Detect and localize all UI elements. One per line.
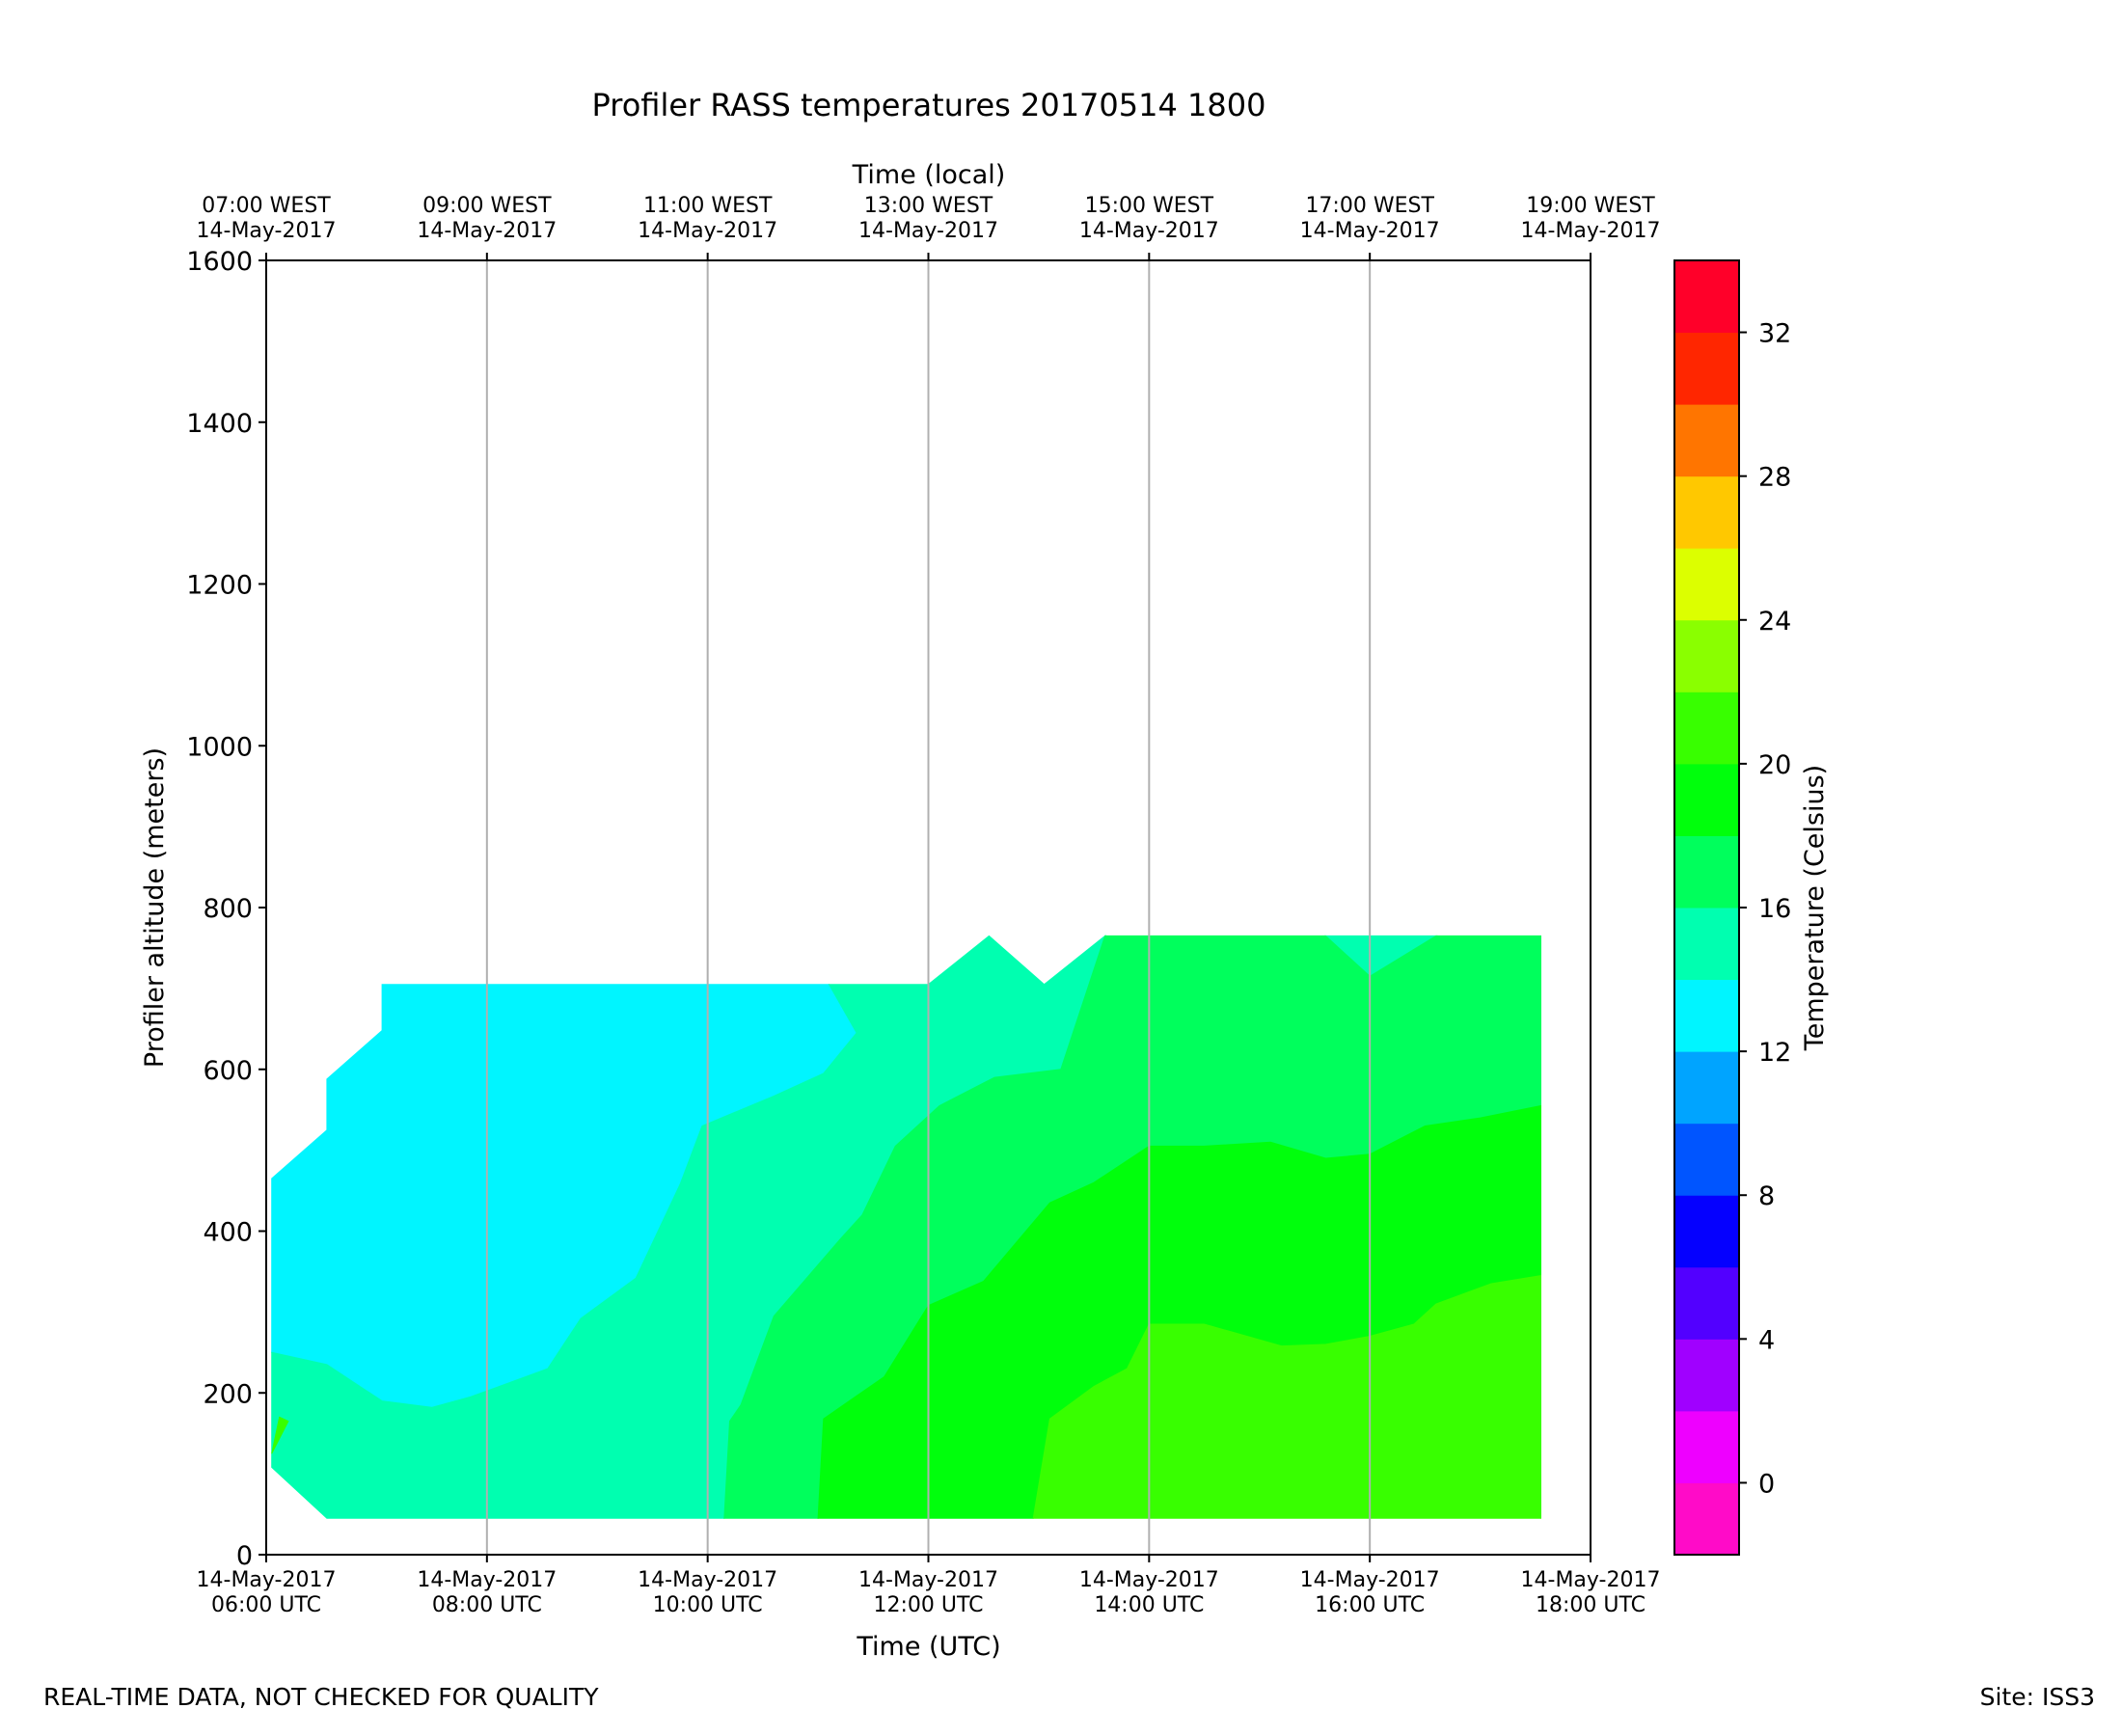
y-tick-label: 800	[203, 894, 253, 924]
x2-tick-time: 17:00 WEST	[1305, 194, 1434, 218]
colorbar-swatch	[1674, 332, 1739, 405]
x-tick-time: 18:00 UTC	[1536, 1593, 1646, 1617]
colorbar-swatch	[1674, 692, 1739, 765]
x2-tick-date: 14-May-2017	[638, 219, 777, 243]
x2-tick-date: 14-May-2017	[197, 219, 337, 243]
colorbar-tick-label: 24	[1758, 607, 1791, 637]
x2-tick-date: 14-May-2017	[417, 219, 557, 243]
x2-tick-date: 14-May-2017	[1300, 219, 1440, 243]
x2-tick-time: 09:00 WEST	[422, 194, 552, 218]
colorbar-title: Temperature (Celsius)	[1800, 765, 1830, 1051]
x2-tick-date: 14-May-2017	[1521, 219, 1661, 243]
x2-tick-date: 14-May-2017	[1079, 219, 1219, 243]
x2-axis-title: Time (local)	[852, 160, 1006, 190]
x-tick-date: 14-May-2017	[1521, 1568, 1661, 1592]
y-tick-label: 1000	[186, 732, 253, 762]
colorbar-tick-label: 32	[1758, 319, 1791, 349]
x2-tick-time: 11:00 WEST	[643, 194, 773, 218]
colorbar-swatch	[1674, 1339, 1739, 1412]
quality-disclaimer: REAL-TIME DATA, NOT CHECKED FOR QUALITY	[43, 1683, 599, 1711]
x-tick-date: 14-May-2017	[638, 1568, 777, 1592]
x-tick-date: 14-May-2017	[197, 1568, 337, 1592]
colorbar-swatch	[1674, 979, 1739, 1052]
y-tick-label: 1200	[186, 571, 253, 601]
colorbar-tick-label: 4	[1758, 1325, 1775, 1355]
colorbar-tick-label: 28	[1758, 463, 1791, 493]
x-tick-date: 14-May-2017	[1300, 1568, 1440, 1592]
colorbar-swatch	[1674, 835, 1739, 909]
colorbar-swatch	[1674, 908, 1739, 981]
x2-tick-time: 13:00 WEST	[864, 194, 993, 218]
colorbar-swatch	[1674, 1482, 1739, 1556]
y-axis-title: Profiler altitude (meters)	[140, 747, 170, 1068]
x-axis-title: Time (UTC)	[856, 1632, 1000, 1662]
x-tick-time: 08:00 UTC	[432, 1593, 542, 1617]
y-tick-label: 600	[203, 1056, 253, 1086]
colorbar-tick-label: 20	[1758, 750, 1791, 780]
x-tick-time: 14:00 UTC	[1094, 1593, 1204, 1617]
x2-tick-time: 07:00 WEST	[202, 194, 331, 218]
x2-tick-time: 15:00 WEST	[1085, 194, 1214, 218]
y-tick-label: 1600	[186, 247, 253, 277]
colorbar-swatch	[1674, 548, 1739, 621]
y-axis: 0 200 400 600 800 1000 1200 1400 1600	[186, 247, 266, 1571]
colorbar: 0 4 8 12 16 20 24 28 32	[1673, 259, 1791, 1556]
y-tick-label: 400	[203, 1218, 253, 1248]
x-tick-time: 12:00 UTC	[873, 1593, 983, 1617]
colorbar-swatch	[1674, 475, 1739, 549]
vertical-gridlines	[485, 260, 1372, 1555]
x-tick-date: 14-May-2017	[1079, 1568, 1219, 1592]
site-label: Site: ISS3	[1979, 1683, 2095, 1711]
x-tick-date: 14-May-2017	[858, 1568, 998, 1592]
colorbar-swatch	[1674, 1051, 1739, 1125]
contour-region-20-22-5	[1032, 1275, 1541, 1519]
chart-title: Profiler RASS temperatures 20170514 1800	[592, 87, 1266, 123]
colorbar-tick-label: 16	[1758, 894, 1791, 924]
colorbar-swatch	[1674, 763, 1739, 836]
y-tick-label: 0	[236, 1541, 253, 1571]
y-tick-label: 200	[203, 1379, 253, 1409]
contour-region-20-22-6	[271, 1416, 289, 1454]
x-tick-time: 16:00 UTC	[1315, 1593, 1425, 1617]
colorbar-tick-label: 8	[1758, 1181, 1775, 1211]
x-tick-time: 06:00 UTC	[211, 1593, 321, 1617]
x-tick-date: 14-May-2017	[417, 1568, 557, 1592]
x-tick-time: 10:00 UTC	[653, 1593, 763, 1617]
colorbar-swatch	[1674, 1123, 1739, 1196]
y-tick-label: 1400	[186, 409, 253, 439]
x2-tick-time: 19:00 WEST	[1526, 194, 1655, 218]
colorbar-swatch	[1674, 404, 1739, 477]
colorbar-tick-label: 0	[1758, 1469, 1775, 1499]
colorbar-swatch	[1674, 1266, 1739, 1340]
colorbar-tick-label: 12	[1758, 1038, 1791, 1068]
colorbar-swatch	[1674, 619, 1739, 692]
x2-tick-date: 14-May-2017	[858, 219, 998, 243]
colorbar-swatch	[1674, 1195, 1739, 1268]
contour-regions	[271, 934, 1541, 1519]
colorbar-swatch	[1674, 260, 1739, 334]
colorbar-swatch	[1674, 1410, 1739, 1483]
